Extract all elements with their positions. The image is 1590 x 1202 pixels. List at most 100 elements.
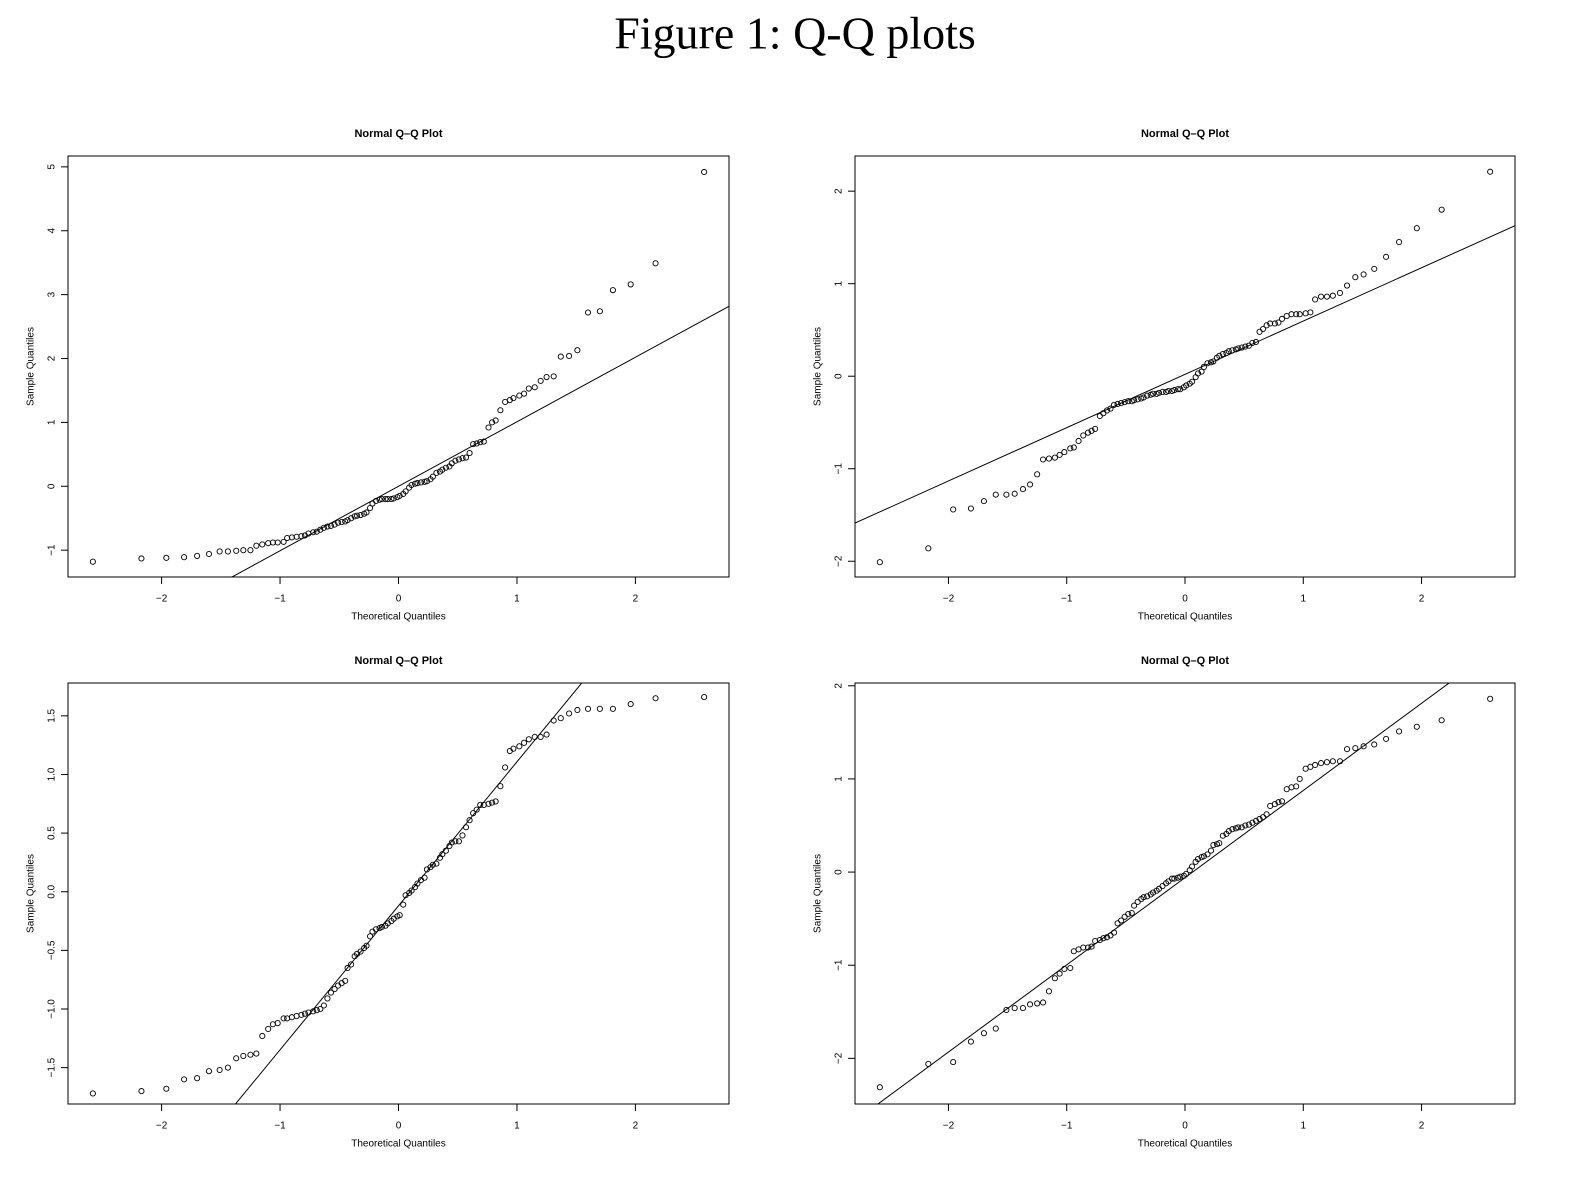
- point: [950, 1059, 957, 1066]
- point: [1125, 910, 1132, 918]
- point: [402, 488, 409, 495]
- point: [1317, 760, 1325, 767]
- point: [1189, 863, 1196, 870]
- point: [89, 1090, 96, 1097]
- point: [1131, 902, 1138, 909]
- x-axis-label: Theoretical Quantiles: [1138, 612, 1233, 623]
- point: [280, 1015, 287, 1022]
- point: [301, 1010, 308, 1017]
- point: [1235, 345, 1242, 352]
- point: [181, 554, 188, 561]
- point: [384, 496, 391, 503]
- point: [1019, 486, 1027, 493]
- point: [574, 347, 581, 354]
- point: [1100, 935, 1107, 942]
- point: [1307, 309, 1314, 316]
- plot-frame: [67, 155, 730, 578]
- point: [950, 506, 957, 513]
- point: [531, 733, 538, 740]
- point: [1360, 271, 1367, 278]
- point: [344, 964, 351, 972]
- y-tick-label: −1.5: [47, 1057, 58, 1077]
- point: [310, 529, 317, 536]
- point: [1165, 387, 1172, 395]
- point: [327, 522, 335, 529]
- point: [1235, 824, 1242, 831]
- point: [1383, 253, 1390, 260]
- reference-line: [855, 225, 1515, 524]
- point: [1360, 743, 1367, 750]
- point: [1275, 319, 1282, 326]
- point: [480, 438, 487, 445]
- point: [414, 880, 421, 887]
- point: [531, 384, 538, 391]
- point: [1336, 289, 1343, 296]
- point: [253, 1050, 260, 1057]
- point: [421, 874, 428, 881]
- point: [470, 441, 477, 448]
- point: [1487, 168, 1494, 175]
- point: [550, 717, 557, 724]
- point: [1329, 758, 1336, 765]
- x-tick-label: −1: [1061, 594, 1073, 605]
- point: [317, 526, 324, 533]
- point: [1336, 758, 1343, 765]
- point: [224, 548, 231, 555]
- point: [1003, 1006, 1010, 1013]
- point: [1168, 875, 1176, 882]
- point: [433, 469, 440, 476]
- point: [1019, 1005, 1027, 1012]
- point: [367, 933, 374, 940]
- point: [627, 701, 634, 708]
- point: [1114, 920, 1121, 927]
- x-tick-label: 1: [1300, 1121, 1306, 1132]
- reference-line: [230, 305, 729, 577]
- point: [1288, 311, 1295, 318]
- point: [1293, 311, 1300, 318]
- point: [253, 542, 260, 549]
- point: [1040, 999, 1047, 1006]
- point: [627, 281, 634, 288]
- point: [1296, 311, 1303, 318]
- y-tick-label: 1.0: [47, 767, 58, 781]
- point: [1080, 432, 1087, 439]
- point: [1278, 315, 1286, 322]
- point: [439, 851, 446, 858]
- point: [313, 1007, 320, 1014]
- panel-title: Normal Q–Q Plot: [1141, 655, 1229, 667]
- x-tick-label: −2: [156, 594, 168, 605]
- point: [502, 764, 509, 771]
- point: [1075, 437, 1082, 445]
- x-axis-label: Theoretical Quantiles: [351, 612, 446, 623]
- point: [357, 948, 364, 955]
- point: [181, 1076, 188, 1083]
- point: [566, 352, 573, 360]
- point: [1256, 328, 1263, 335]
- point: [1249, 819, 1256, 826]
- point: [338, 519, 345, 526]
- point: [1252, 338, 1260, 346]
- point: [1413, 723, 1420, 730]
- plot-frame: [854, 155, 1516, 578]
- point: [609, 705, 616, 712]
- point: [967, 1038, 974, 1045]
- point: [351, 513, 358, 520]
- point: [372, 497, 380, 505]
- point: [473, 806, 480, 813]
- point: [1067, 964, 1074, 972]
- point: [1110, 929, 1118, 936]
- point: [1278, 798, 1286, 805]
- point: [194, 1075, 201, 1082]
- point: [1352, 274, 1359, 281]
- point: [1131, 397, 1138, 404]
- point: [1114, 400, 1121, 408]
- point: [240, 547, 247, 554]
- point: [584, 309, 592, 316]
- point: [163, 554, 170, 561]
- point: [967, 505, 974, 512]
- point: [925, 1060, 932, 1067]
- point: [537, 377, 544, 384]
- point: [1027, 481, 1034, 488]
- point: [1034, 1000, 1041, 1007]
- point: [429, 861, 436, 868]
